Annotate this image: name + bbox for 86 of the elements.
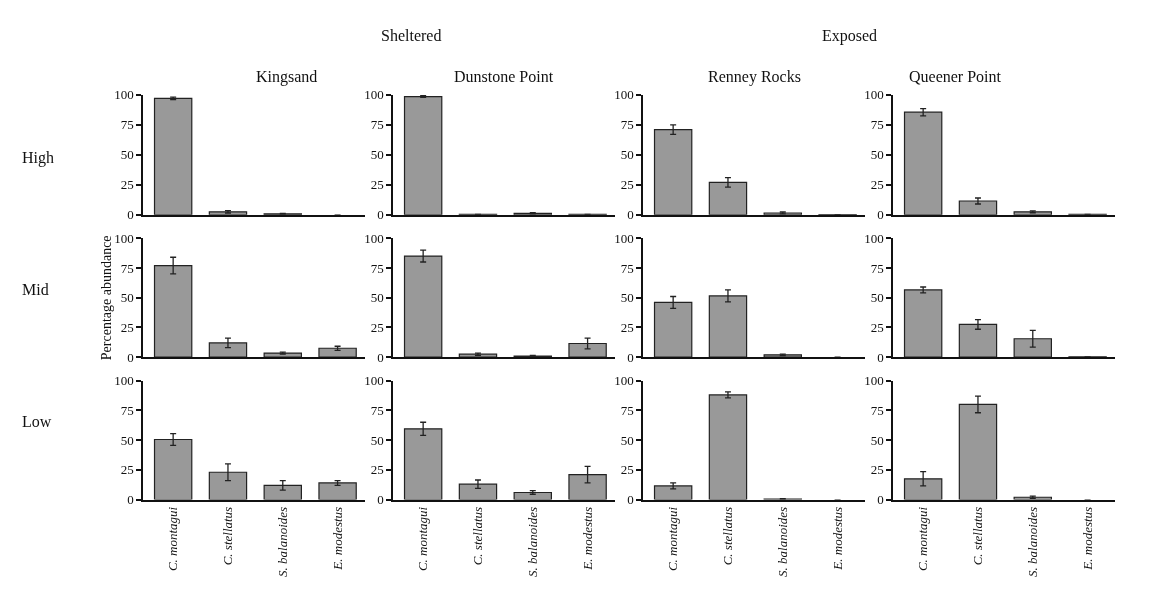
y-tick-label: 50 xyxy=(620,290,634,306)
y-tick-label: 75 xyxy=(120,117,134,133)
y-tick-label: 25 xyxy=(120,462,134,478)
chart-title: Renney Rocks xyxy=(708,68,801,86)
y-axis-title: Percentage abundance xyxy=(98,235,114,361)
y-tick-label: 0 xyxy=(627,207,634,223)
y-tick-label: 75 xyxy=(620,402,634,418)
text: Mid xyxy=(22,281,49,298)
y-tick-label: 50 xyxy=(120,147,134,163)
chart-title: Dunstone Point xyxy=(454,68,554,85)
y-tick-label: 100 xyxy=(114,230,134,246)
y-tick-label: 50 xyxy=(370,290,384,306)
y-tick-label: 0 xyxy=(377,492,384,508)
y-tick-label: 75 xyxy=(370,260,384,276)
y-tick-label: 75 xyxy=(870,402,884,418)
y-tick-label: 0 xyxy=(127,207,134,223)
y-tick-label: 50 xyxy=(120,432,134,448)
x-tick-label: E. modestus xyxy=(579,506,595,571)
text: High xyxy=(22,149,54,167)
y-tick-label: 0 xyxy=(127,492,134,508)
y-tick-label: 0 xyxy=(377,349,384,365)
y-tick-label: 0 xyxy=(127,349,134,365)
y-tick-label: 50 xyxy=(870,147,884,163)
y-tick-label: 50 xyxy=(620,147,634,163)
y-tick-label: 75 xyxy=(370,402,384,418)
y-tick-label: 25 xyxy=(370,177,384,193)
y-tick-label: 50 xyxy=(120,290,134,306)
x-tick-label: S. balanoides xyxy=(775,506,791,577)
x-tick-label: C. stellatus xyxy=(470,506,486,566)
text: Sheltered xyxy=(381,27,442,44)
y-tick-label: 25 xyxy=(870,462,884,478)
y-tick-label: 25 xyxy=(620,320,634,335)
y-tick-label: 100 xyxy=(864,373,884,389)
y-tick-label: 50 xyxy=(370,432,384,448)
y-tick-label: 100 xyxy=(864,87,884,103)
y-tick-label: 100 xyxy=(114,87,134,103)
x-tick-label: S. balanoides xyxy=(1025,506,1041,577)
y-tick-label: 75 xyxy=(620,117,634,133)
x-tick-label: C. montagui xyxy=(415,506,431,572)
chart-title: Kingsand xyxy=(256,68,318,86)
y-tick-label: 50 xyxy=(870,290,884,306)
y-tick-label: 50 xyxy=(870,432,884,448)
y-tick-label: 25 xyxy=(870,177,884,193)
y-tick-label: 100 xyxy=(364,87,384,103)
x-tick-label: C. stellatus xyxy=(970,506,986,566)
x-tick-label: C. montagui xyxy=(665,506,681,572)
y-tick-label: 25 xyxy=(870,320,884,335)
x-tick-label: E. modestus xyxy=(329,506,345,571)
y-tick-label: 0 xyxy=(877,207,884,223)
y-tick-label: 75 xyxy=(870,117,884,133)
y-tick-label: 0 xyxy=(377,207,384,223)
x-tick-label: C. montagui xyxy=(165,506,181,572)
x-tick-label: C. montagui xyxy=(915,506,931,572)
y-tick-label: 0 xyxy=(627,492,634,508)
y-tick-label: 50 xyxy=(370,147,384,163)
y-tick-label: 75 xyxy=(620,260,634,276)
text: Exposed xyxy=(822,27,878,45)
y-tick-label: 25 xyxy=(120,177,134,193)
y-tick-label: 75 xyxy=(870,260,884,276)
x-tick-label: E. modestus xyxy=(829,506,845,571)
y-tick-label: 25 xyxy=(370,320,384,335)
y-tick-label: 75 xyxy=(370,117,384,133)
x-tick-label: S. balanoides xyxy=(275,506,291,577)
y-tick-label: 75 xyxy=(120,260,134,276)
y-tick-label: 0 xyxy=(877,492,884,508)
text: Low xyxy=(22,413,52,430)
y-tick-label: 100 xyxy=(864,230,884,246)
x-tick-label: C. stellatus xyxy=(720,506,736,566)
y-tick-label: 100 xyxy=(364,230,384,246)
y-tick-label: 100 xyxy=(614,87,634,103)
y-tick-label: 25 xyxy=(620,462,634,478)
y-tick-label: 0 xyxy=(627,349,634,365)
y-tick-label: 100 xyxy=(614,230,634,246)
chart-title: Queener Point xyxy=(909,68,1002,85)
y-tick-label: 50 xyxy=(620,432,634,448)
y-tick-label: 75 xyxy=(120,402,134,418)
y-tick-label: 25 xyxy=(620,177,634,193)
y-tick-label: 0 xyxy=(877,349,884,365)
x-tick-label: E. modestus xyxy=(1079,506,1095,571)
y-tick-label: 100 xyxy=(114,373,134,389)
y-tick-label: 100 xyxy=(364,373,384,389)
x-tick-label: S. balanoides xyxy=(525,506,541,577)
y-tick-label: 25 xyxy=(120,320,134,335)
y-tick-label: 25 xyxy=(370,462,384,478)
x-tick-label: C. stellatus xyxy=(220,506,236,566)
y-tick-label: 100 xyxy=(614,373,634,389)
